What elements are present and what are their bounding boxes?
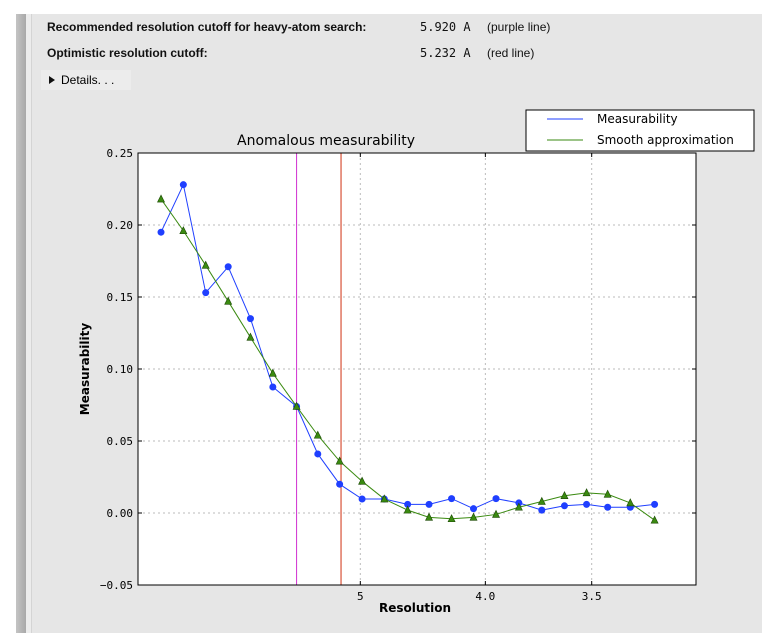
data-point bbox=[603, 489, 612, 498]
disclosure-triangle-icon bbox=[49, 76, 55, 84]
data-point bbox=[538, 506, 546, 514]
data-point bbox=[201, 260, 210, 269]
data-point bbox=[469, 512, 478, 521]
data-point bbox=[313, 430, 322, 439]
data-point bbox=[560, 491, 569, 500]
data-point bbox=[425, 500, 433, 508]
data-point bbox=[448, 495, 456, 503]
data-point bbox=[626, 498, 635, 507]
data-point bbox=[224, 263, 232, 271]
y-tick-label: 0.20 bbox=[107, 219, 134, 232]
y-tick-label: 0.15 bbox=[107, 291, 134, 304]
legend-box bbox=[525, 109, 755, 152]
data-point bbox=[537, 496, 546, 505]
data-point bbox=[425, 512, 434, 521]
recommended-cutoff-label: Recommended resolution cutoff for heavy-… bbox=[47, 20, 367, 34]
data-point bbox=[224, 296, 233, 305]
series-measurability bbox=[157, 181, 659, 514]
data-point bbox=[404, 500, 412, 508]
data-point bbox=[470, 505, 478, 513]
y-tick-label: 0.00 bbox=[107, 507, 134, 520]
data-point bbox=[157, 228, 165, 236]
window-edge-highlight bbox=[26, 14, 32, 633]
legend-label-smooth: Smooth approximation bbox=[597, 133, 734, 147]
x-axis-label: Resolution bbox=[379, 601, 451, 615]
details-label: Details. . . bbox=[61, 73, 115, 87]
data-point bbox=[604, 503, 612, 511]
data-point bbox=[560, 502, 568, 510]
data-point bbox=[358, 476, 367, 485]
series-smooth-approximation bbox=[157, 194, 659, 524]
details-disclosure[interactable]: Details. . . bbox=[41, 70, 131, 90]
data-point bbox=[380, 494, 389, 503]
data-point bbox=[514, 502, 523, 511]
legend-label-measurability: Measurability bbox=[597, 112, 678, 126]
plot-area bbox=[138, 153, 696, 585]
window-edge bbox=[16, 14, 26, 633]
data-point bbox=[358, 495, 366, 503]
data-point bbox=[335, 456, 344, 465]
data-point bbox=[246, 332, 255, 341]
data-point bbox=[157, 194, 165, 203]
y-tick-label: 0.05 bbox=[107, 435, 134, 448]
data-point bbox=[202, 289, 210, 297]
chart-title: Anomalous measurability bbox=[237, 133, 415, 149]
data-point bbox=[179, 181, 187, 189]
x-tick-label: 3.5 bbox=[582, 590, 602, 603]
data-point bbox=[651, 500, 659, 508]
data-point bbox=[269, 383, 277, 391]
data-point bbox=[179, 226, 188, 235]
recommended-cutoff-note: (purple line) bbox=[487, 20, 551, 34]
data-point bbox=[403, 505, 412, 514]
data-point bbox=[650, 515, 659, 524]
optimistic-cutoff-label: Optimistic resolution cutoff: bbox=[47, 46, 208, 60]
data-point bbox=[268, 368, 277, 377]
data-point bbox=[582, 488, 591, 497]
recommended-cutoff-value: 5.920 A bbox=[420, 20, 471, 34]
data-point bbox=[492, 509, 501, 518]
data-point bbox=[292, 401, 301, 410]
y-axis-label: Measurability bbox=[78, 323, 92, 416]
optimistic-cutoff-value: 5.232 A bbox=[420, 46, 471, 60]
legend: Measurability Smooth approximation bbox=[525, 109, 755, 152]
y-tick-label: −0.05 bbox=[100, 579, 133, 592]
data-point bbox=[336, 480, 344, 488]
data-point bbox=[447, 514, 456, 523]
data-point bbox=[492, 495, 500, 503]
y-tick-label: 0.25 bbox=[107, 147, 134, 160]
data-point bbox=[246, 315, 254, 323]
x-tick-label: 5 bbox=[357, 590, 364, 603]
data-point bbox=[314, 450, 322, 458]
y-tick-label: 0.10 bbox=[107, 363, 134, 376]
optimistic-cutoff-note: (red line) bbox=[487, 46, 535, 60]
data-point bbox=[583, 500, 591, 508]
x-tick-label: 4.0 bbox=[475, 590, 495, 603]
